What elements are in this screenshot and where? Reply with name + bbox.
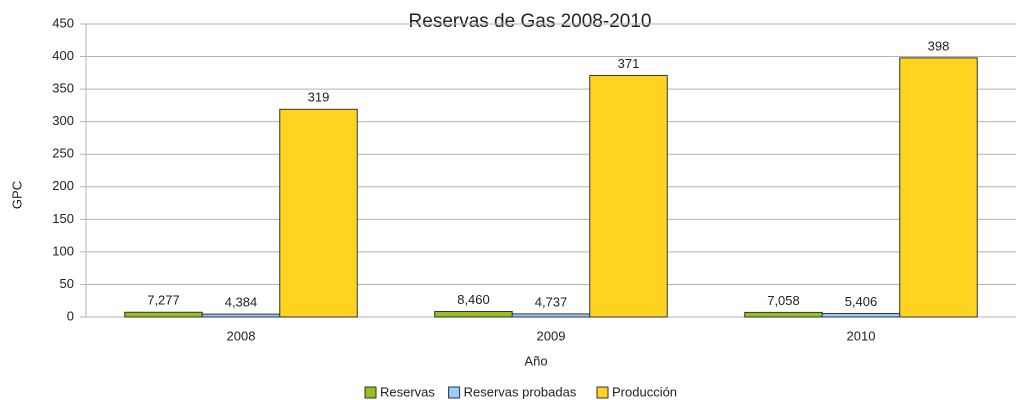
- bar: [279, 108, 358, 318]
- x-axis-title: Año: [524, 353, 547, 368]
- y-tick-label: 200: [52, 178, 74, 193]
- legend-label: Producción: [612, 384, 677, 399]
- bar: [201, 313, 281, 318]
- y-tick-label: 0: [67, 308, 74, 323]
- data-label: 398: [928, 38, 950, 53]
- bar: [899, 57, 978, 318]
- data-label: 5,406: [845, 294, 878, 309]
- y-tick-label: 50: [60, 276, 74, 291]
- y-axis-title: GPC: [9, 181, 24, 209]
- bar: [821, 312, 901, 318]
- y-tick-label: 450: [52, 15, 74, 30]
- x-tick-label: 2010: [847, 328, 876, 343]
- legend-swatch: [364, 386, 377, 399]
- bar: [434, 310, 513, 318]
- data-label: 7,277: [147, 293, 180, 308]
- data-label: 8,460: [457, 292, 490, 307]
- y-tick-label: 300: [52, 113, 74, 128]
- legend-label: Reservas probadas: [464, 384, 577, 399]
- bar: [124, 311, 203, 318]
- data-label: 7,058: [767, 293, 800, 308]
- data-label: 4,737: [535, 294, 568, 309]
- bar: [744, 311, 823, 318]
- y-tick-label: 400: [52, 48, 74, 63]
- bar: [511, 313, 591, 318]
- data-label: 4,384: [225, 295, 258, 310]
- y-tick-label: 250: [52, 146, 74, 161]
- y-tick-label: 100: [52, 243, 74, 258]
- y-tick-label: 150: [52, 211, 74, 226]
- data-label: 371: [618, 56, 640, 71]
- x-tick-label: 2009: [537, 328, 566, 343]
- chart-title: Reservas de Gas 2008-2010: [409, 11, 652, 32]
- bar: [589, 74, 668, 318]
- legend-label: Reservas: [380, 384, 435, 399]
- y-tick-label: 350: [52, 81, 74, 96]
- legend-swatch: [596, 386, 609, 399]
- data-label: 319: [308, 90, 330, 105]
- x-tick-label: 2008: [227, 328, 256, 343]
- legend-swatch: [448, 386, 461, 399]
